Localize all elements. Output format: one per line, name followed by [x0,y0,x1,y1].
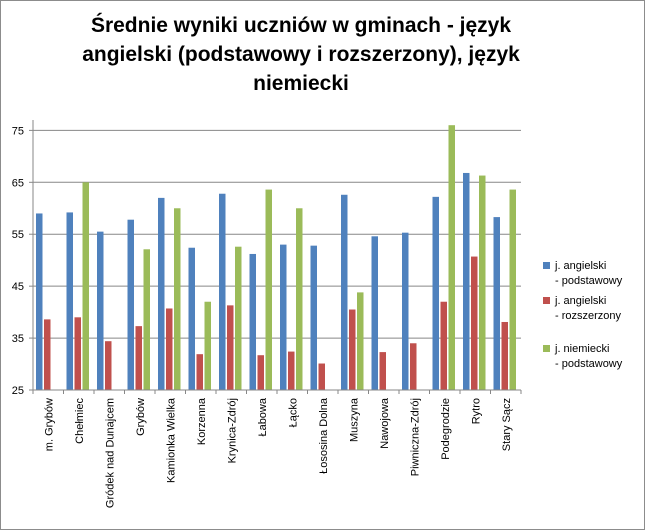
y-tick-label: 35 [12,333,24,345]
x-axis: m. Grybów Chełmiec Gródek nad Dunajcem Gryb… [32,389,522,508]
bar-1 [158,197,165,390]
legend-label: - podstawowy [555,358,623,370]
x-tick-label: Kamionka Wielka [165,397,177,483]
x-tick-label: Łososina Dolna [318,397,330,474]
legend-label: j. angielski [554,260,606,272]
bar-1 [36,213,43,390]
bar-3 [82,182,89,390]
bar-1 [66,212,73,390]
bar-1 [249,253,256,390]
bar-3 [357,292,364,390]
bar-1 [402,232,409,390]
x-tick-label: Piwniczna-Zdrój [409,398,421,476]
legend-label: - rozszerzony [555,310,622,322]
bar-1 [188,247,195,390]
x-tick-label: Podegrodzie [440,398,452,460]
bar-2 [410,343,417,390]
x-tick-label: Łabowa [257,397,269,436]
bar-2 [166,308,173,390]
bar-2 [288,351,295,390]
bar-1 [341,194,348,390]
x-tick-label: Stary Sącz [501,398,513,451]
bar-2 [471,256,478,390]
legend-swatch [543,345,550,352]
bar-1 [371,236,378,390]
x-tick-label: Korzenna [196,397,208,445]
x-tick-label: Nawojowa [379,397,391,449]
bar-2 [227,305,234,390]
bar-2 [501,321,508,390]
bar-2 [379,352,386,390]
gridlines [33,129,521,339]
bar-1 [310,245,317,390]
bar-1 [127,219,134,390]
x-tick-label: Krynica-Zdrój [226,398,238,463]
x-tick-label: Muszyna [348,397,360,442]
y-tick-label: 45 [12,281,24,293]
x-tick-label: m. Grybów [43,398,55,451]
bars [36,125,516,390]
legend-swatch [543,297,550,304]
bar-2 [135,326,142,390]
bar-2 [74,317,81,390]
x-tick-label: Grybów [135,398,147,436]
x-tick-label: Łącko [287,398,299,427]
bar-3 [265,189,272,390]
bar-2 [257,355,264,390]
bar-2 [105,341,112,390]
chart-title: Średnie wyniki uczniów w gminach - język… [82,14,520,95]
bar-1 [432,196,439,390]
bar-3 [479,175,486,390]
bar-3 [174,208,181,390]
bar-2 [318,363,325,390]
x-tick-label: Chełmiec [74,398,86,444]
bar-2 [44,319,51,390]
bar-3 [235,246,242,390]
bar-3 [509,189,516,390]
y-tick-label: 25 [12,385,24,397]
bar-3 [448,125,455,390]
bar-1 [280,244,287,390]
legend-label: - podstawowy [555,275,623,287]
bar-1 [463,172,470,390]
x-tick-label: Rytro [470,398,482,424]
bar-3 [296,208,303,390]
bar-2 [196,354,203,390]
bar-2 [349,309,356,390]
legend-label: j. niemiecki [554,343,609,355]
bar-3 [143,249,150,390]
bar-1 [219,193,226,390]
y-tick-label: 55 [12,229,24,241]
legend: j. angielski - podstawowy j. angielski - ro… [543,260,623,370]
bar-3 [204,301,211,390]
legend-swatch [543,262,550,269]
y-tick-label: 65 [12,177,24,189]
bar-1 [97,231,104,390]
y-tick-label: 75 [12,125,24,137]
y-axis: 25 35 45 55 65 75 [12,120,34,397]
bar-2 [440,301,447,390]
legend-label: j. angielski [554,295,606,307]
bar-1 [493,217,500,390]
x-tick-label: Gródek nad Dunajcem [104,398,116,508]
